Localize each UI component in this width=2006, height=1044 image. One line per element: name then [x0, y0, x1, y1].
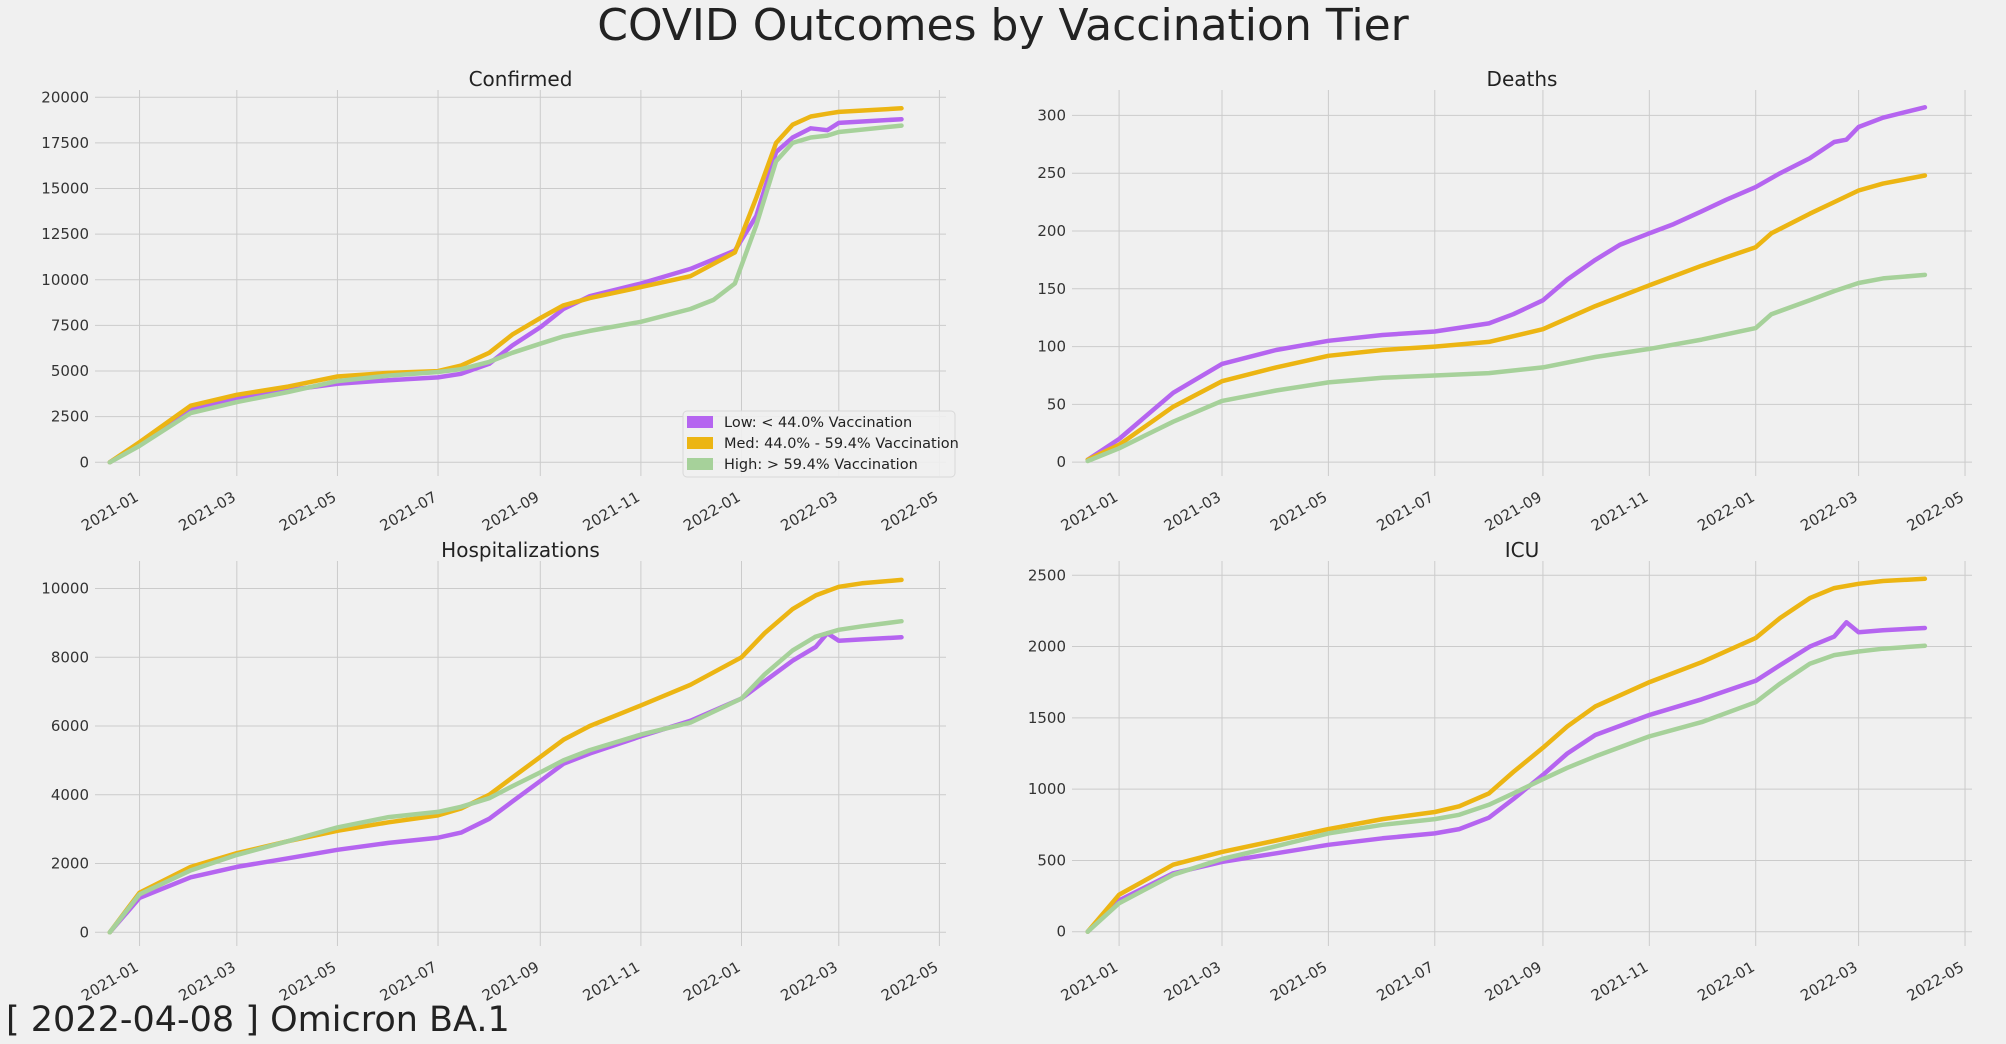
- legend-label-high: High: > 59.4% Vaccination: [724, 457, 918, 473]
- y-tick-label: 10000: [41, 271, 89, 289]
- y-tick-label: 150: [1037, 280, 1066, 298]
- series-line-low: [1085, 620, 1928, 934]
- legend-label-low: Low: < 44.0% Vaccination: [724, 415, 912, 431]
- x-tick-label: 2021-03: [176, 488, 239, 535]
- x-tick-label: 2021-07: [1374, 488, 1437, 535]
- y-tick-label: 0: [79, 453, 89, 471]
- y-tick-label: 2000: [1028, 638, 1066, 656]
- x-tick-label: 2021-01: [1058, 958, 1121, 1005]
- y-tick-label: 7500: [51, 316, 89, 334]
- x-tick-label: 2022-01: [680, 958, 743, 1005]
- x-tick-label: 2022-03: [778, 488, 841, 535]
- x-tick-label: 2022-03: [1797, 488, 1860, 535]
- y-tick-label: 6000: [51, 717, 89, 735]
- y-tick-label: 0: [1056, 453, 1066, 471]
- x-tick-label: 2021-03: [1161, 958, 1224, 1005]
- y-tick-label: 12500: [41, 225, 89, 243]
- x-tick-label: 2021-07: [1374, 958, 1437, 1005]
- x-tick-label: 2021-01: [1058, 488, 1121, 535]
- y-tick-label: 5000: [51, 362, 89, 380]
- y-tick-label: 500: [1037, 851, 1066, 869]
- legend: Low: < 44.0% Vaccination Med: 44.0% - 59.…: [682, 410, 959, 478]
- panel-title: Hospitalizations: [441, 538, 600, 562]
- y-tick-label: 1000: [1028, 780, 1066, 798]
- x-tick-label: 2022-03: [778, 958, 841, 1005]
- y-tick-label: 1500: [1028, 709, 1066, 727]
- series-line-med: [107, 106, 904, 465]
- x-tick-label: 2021-09: [1482, 488, 1545, 535]
- y-tick-label: 20000: [41, 88, 89, 106]
- footer-caption: [ 2022-04-08 ] Omicron BA.1: [6, 1000, 510, 1040]
- series-line-low: [1085, 105, 1928, 463]
- y-tick-label: 2500: [51, 408, 89, 426]
- series-line-low: [107, 630, 904, 935]
- y-tick-label: 2500: [1028, 566, 1066, 584]
- legend-box: [682, 410, 956, 478]
- y-tick-label: 50: [1047, 395, 1066, 413]
- x-tick-label: 2021-09: [1482, 958, 1545, 1005]
- x-tick-label: 2022-03: [1797, 958, 1860, 1005]
- panel-title: Confirmed: [469, 67, 573, 91]
- x-tick-label: 2021-11: [580, 488, 643, 535]
- series-line-high: [1085, 643, 1928, 934]
- legend-swatch-med: [687, 437, 713, 449]
- grid-lines: [1072, 90, 1972, 476]
- x-tick-label: 2021-01: [78, 488, 141, 535]
- x-tick-label: 2022-01: [680, 488, 743, 535]
- y-tick-label: 100: [1037, 338, 1066, 356]
- y-tick-label: 2000: [51, 855, 89, 873]
- x-tick-label: 2021-05: [1267, 488, 1330, 535]
- y-tick-label: 200: [1037, 222, 1066, 240]
- series-line-med: [1085, 576, 1928, 934]
- figure-title: COVID Outcomes by Vaccination Tier: [597, 0, 1409, 51]
- legend-swatch-high: [687, 458, 713, 470]
- x-tick-label: 2022-05: [878, 958, 941, 1005]
- y-tick-label: 0: [1056, 923, 1066, 941]
- series-line-high: [1085, 272, 1928, 464]
- grid-lines: [1072, 561, 1972, 946]
- y-tick-label: 8000: [51, 648, 89, 666]
- x-tick-label: 2022-01: [1694, 488, 1757, 535]
- x-tick-label: 2021-05: [276, 488, 339, 535]
- y-tick-label: 4000: [51, 786, 89, 804]
- series-line-med: [107, 577, 904, 935]
- x-tick-label: 2021-11: [580, 958, 643, 1005]
- y-tick-label: 17500: [41, 134, 89, 152]
- series-line-med: [1085, 173, 1928, 463]
- chart-panel-icu: 0 500 1000 1500 2000 2500 2021-01 2021-03 2021-0…: [1028, 538, 1972, 1005]
- y-tick-label: 250: [1037, 164, 1066, 182]
- y-tick-label: 0: [79, 923, 89, 941]
- series-line-high: [107, 123, 904, 465]
- x-tick-label: 2021-09: [479, 488, 542, 535]
- series-line-high: [107, 618, 904, 935]
- x-tick-label: 2022-05: [1904, 958, 1967, 1005]
- y-tick-label: 10000: [41, 580, 89, 598]
- y-tick-label: 300: [1037, 106, 1066, 124]
- panel-title: ICU: [1505, 538, 1540, 562]
- x-tick-label: 2021-11: [1588, 958, 1651, 1005]
- x-tick-label: 2021-07: [377, 488, 440, 535]
- x-tick-label: 2021-03: [1161, 488, 1224, 535]
- x-tick-label: 2021-05: [1267, 958, 1330, 1005]
- x-tick-label: 2022-05: [1904, 488, 1967, 535]
- grid-lines: [95, 561, 946, 946]
- x-tick-label: 2022-01: [1694, 958, 1757, 1005]
- y-tick-label: 15000: [41, 180, 89, 198]
- x-tick-label: 2022-05: [878, 488, 941, 535]
- chart-panel-deaths: 0 50 100 150 200 250 300 2021-01 2021-03 2021-05 2…: [1037, 67, 1972, 535]
- panel-title: Deaths: [1487, 67, 1558, 91]
- legend-label-med: Med: 44.0% - 59.4% Vaccination: [724, 436, 959, 452]
- legend-swatch-low: [687, 416, 713, 428]
- x-tick-label: 2021-11: [1588, 488, 1651, 535]
